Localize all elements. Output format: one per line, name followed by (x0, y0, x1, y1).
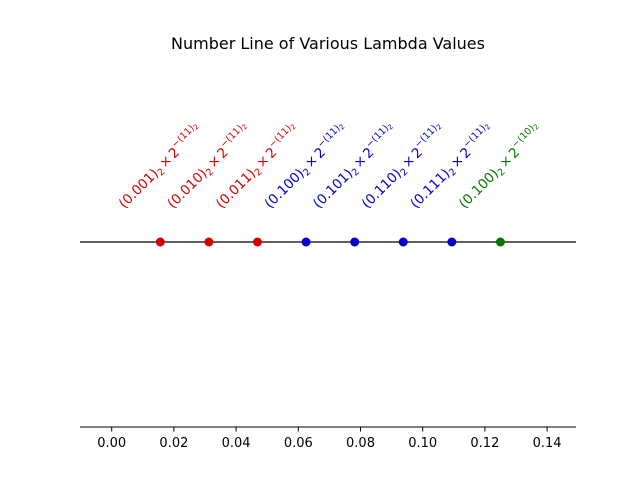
data-point (252, 237, 262, 247)
point-label: (0.111)2×2−(11)2 (405, 120, 498, 213)
label-exp-subscript: 2 (289, 123, 298, 132)
x-tick-label: 0.12 (470, 436, 499, 451)
label-exp-subscript: 2 (532, 123, 541, 132)
x-tick-label: 0.00 (97, 436, 126, 451)
point-label: (0.100)2×2−(10)2 (454, 120, 547, 213)
point-label: (0.011)2×2−(11)2 (211, 120, 304, 213)
data-point (301, 237, 311, 247)
data-point (155, 237, 165, 247)
point-label: (0.100)2×2−(11)2 (259, 120, 352, 213)
x-tick-label: 0.06 (284, 436, 313, 451)
data-point (398, 237, 408, 247)
data-point (495, 237, 505, 247)
plot-area: 0.00 0.02 0.04 0.06 0.08 0.10 0.12 0.14 (0.001) 2… (80, 120, 576, 451)
label-mantissa: (0.100) (456, 166, 502, 212)
x-tick-label: 0.14 (533, 436, 562, 451)
label-mantissa: (0.010) (164, 166, 210, 212)
chart-title: Number Line of Various Lambda Values (171, 34, 485, 53)
point-label: (0.101)2×2−(11)2 (308, 120, 401, 213)
data-point (447, 237, 457, 247)
label-exp-subscript: 2 (386, 123, 395, 132)
point-label: (0.001)2×2−(11)2 (114, 120, 207, 213)
x-tick-label: 0.08 (346, 436, 375, 451)
x-tick-label: 0.02 (159, 436, 188, 451)
label-exp-subscript: 2 (483, 123, 492, 132)
label-exp-subscript: 2 (338, 123, 347, 132)
label-mantissa: (0.101) (310, 166, 356, 212)
x-tick-label: 0.04 (222, 436, 251, 451)
data-point (350, 237, 360, 247)
point-label: (0.010)2×2−(11)2 (162, 120, 255, 213)
label-mantissa: (0.100) (262, 166, 308, 212)
label-mantissa: (0.001) (116, 166, 162, 212)
point-label: (0.110)2×2−(11)2 (357, 120, 450, 213)
label-mantissa: (0.110) (359, 166, 405, 212)
label-mantissa: (0.011) (213, 166, 259, 212)
label-mantissa: (0.111) (407, 166, 453, 212)
label-exp-subscript: 2 (435, 123, 444, 132)
label-exp-subscript: 2 (192, 123, 201, 132)
data-point (204, 237, 214, 247)
label-exp-subscript: 2 (241, 123, 250, 132)
x-tick-label: 0.10 (408, 436, 437, 451)
